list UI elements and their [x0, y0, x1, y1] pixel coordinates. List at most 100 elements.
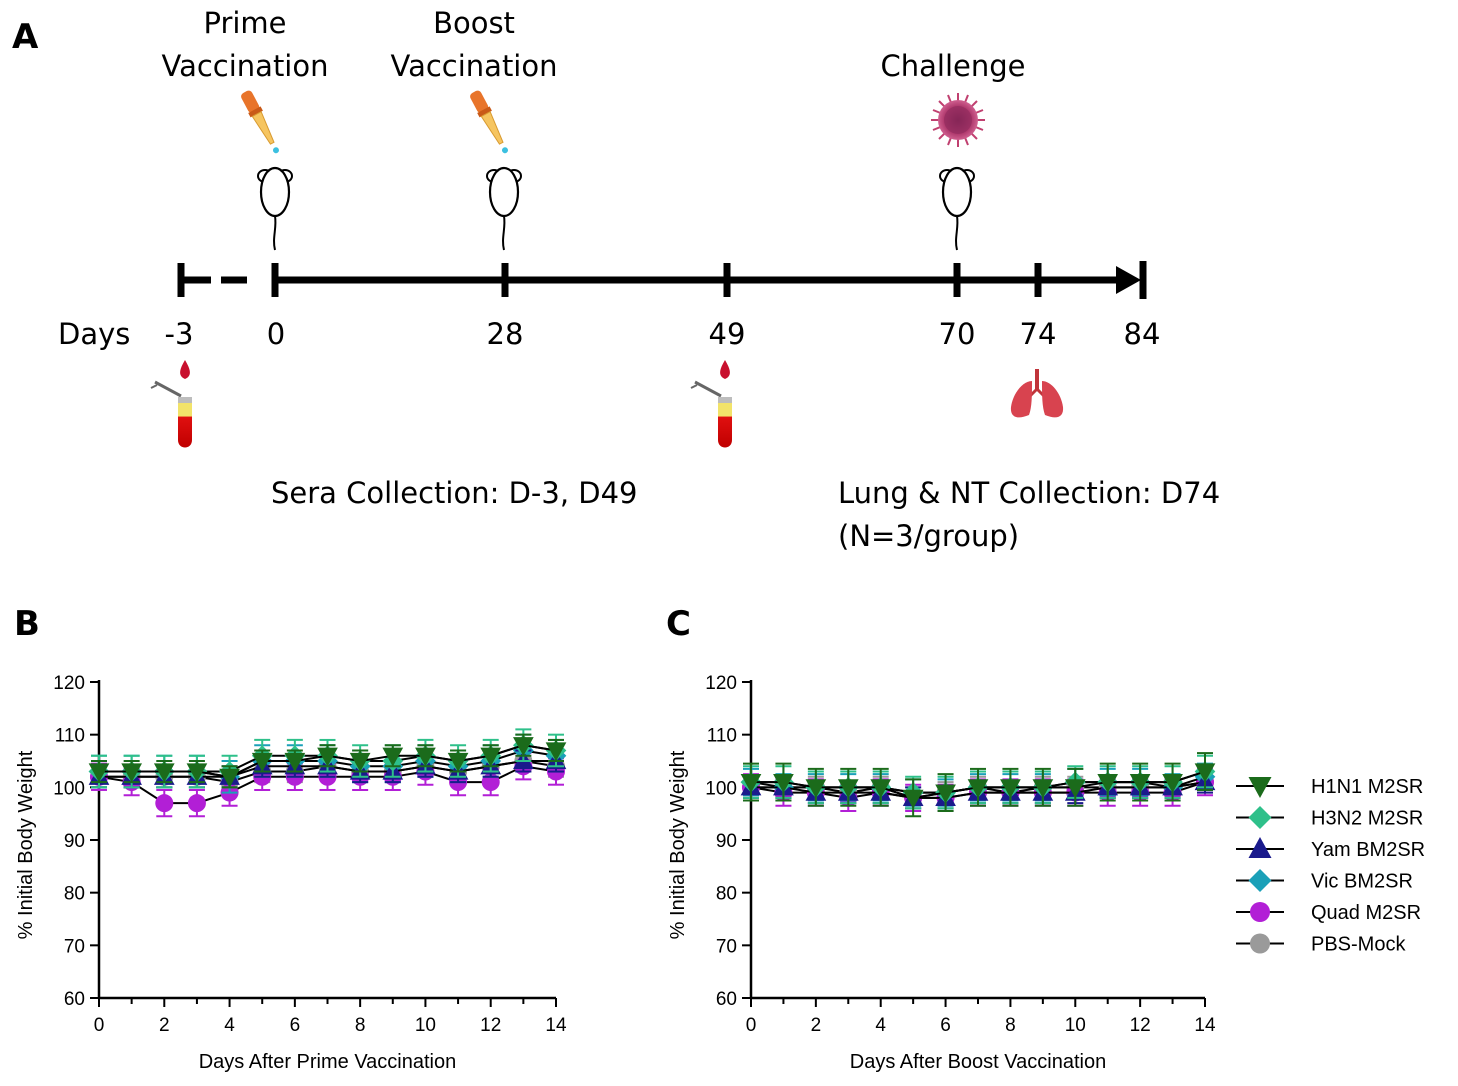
legend: H1N1 M2SR H3N2 M2SR Yam BM2SR Vic BM2SR Quad…: [1236, 776, 1425, 956]
lungs-icon: [1010, 369, 1064, 418]
x-tick-label: 10: [1065, 1015, 1086, 1036]
y-tick-label: 70: [716, 936, 737, 957]
legend-marker: [1248, 806, 1272, 829]
lung-collection-note: Lung & NT Collection: D74: [838, 476, 1220, 510]
data-point: [88, 763, 110, 783]
y-axis-label: % Initial Body Weight: [667, 750, 689, 939]
data-point: [773, 773, 794, 793]
virus-icon: [931, 93, 985, 147]
y-axis-label: % Initial Body Weight: [15, 750, 37, 939]
day-tick-label: 74: [1020, 317, 1057, 351]
blood-tube-icon: [150, 360, 192, 448]
x-tick-label: 4: [875, 1015, 886, 1036]
x-axis-label: Days After Prime Vaccination: [199, 1051, 457, 1073]
day-tick-label: 70: [939, 317, 976, 351]
legend-label: PBS-Mock: [1311, 934, 1406, 956]
chart-panel-b: 60 70 80 90 100 110 120 0 2 4 6 8 10 12 14 Days After P…: [15, 673, 567, 1073]
legend-marker: [1250, 902, 1270, 922]
lung-collection-group-size: (N=3/group): [838, 519, 1019, 553]
chart-panel-c: 60 70 80 90 100 110 120 0 2 4 6 8 10 12 14 Days After B…: [667, 673, 1216, 1073]
mouse-icon: [939, 166, 975, 251]
series-h1n1: [88, 733, 567, 789]
data-point: [1000, 779, 1021, 799]
legend-marker: [1248, 869, 1272, 892]
timeline-arrowhead: [1116, 266, 1141, 294]
data-point: [251, 752, 273, 772]
panel-b-letter: B: [14, 604, 40, 644]
panel-a: A Prime Vaccination Boost Vaccination Ch…: [12, 6, 1220, 553]
legend-marker: [1248, 777, 1272, 798]
y-tick-label: 70: [64, 936, 85, 957]
legend-item-h1n1: H1N1 M2SR: [1236, 776, 1423, 798]
y-tick-label: 120: [705, 673, 737, 694]
legend-item-vic: Vic BM2SR: [1236, 869, 1413, 893]
data-point: [805, 779, 827, 799]
blood-tube-icon: [690, 360, 732, 448]
x-tick-label: 0: [746, 1015, 757, 1036]
boost-label-line2: Vaccination: [390, 49, 557, 83]
data-point: [447, 752, 469, 772]
data-point: [1129, 773, 1151, 793]
y-tick-label: 90: [64, 831, 85, 852]
legend-label: Vic BM2SR: [1311, 871, 1413, 893]
y-tick-label: 80: [716, 884, 737, 905]
panel-a-letter: A: [12, 17, 39, 57]
legend-label: Quad M2SR: [1311, 902, 1421, 924]
x-tick-label: 14: [1194, 1015, 1216, 1036]
y-tick-label: 100: [705, 778, 737, 799]
dropper-icon: [241, 90, 279, 154]
data-point: [186, 763, 208, 783]
y-tick-label: 60: [716, 989, 737, 1010]
day-tick-label: -3: [165, 317, 194, 351]
x-tick-label: 14: [545, 1015, 567, 1036]
y-tick-label: 100: [53, 778, 85, 799]
data-point: [1097, 773, 1119, 793]
y-tick-label: 120: [53, 673, 85, 694]
legend-marker: [1248, 837, 1272, 858]
data-point: [480, 747, 502, 767]
legend-item-mock: PBS-Mock: [1236, 933, 1406, 956]
data-point: [967, 779, 989, 799]
data-point: [415, 747, 436, 767]
timeline: [177, 261, 1147, 299]
data-point: [902, 789, 924, 809]
data-point: [545, 742, 567, 762]
mouse-icon: [486, 166, 522, 251]
x-tick-label: 2: [811, 1015, 822, 1036]
data-point: [153, 763, 175, 783]
mouse-icon: [257, 166, 293, 251]
x-tick-label: 12: [480, 1015, 501, 1036]
data-point: [1032, 779, 1054, 799]
data-point: [219, 768, 240, 788]
legend-label: H3N2 M2SR: [1311, 808, 1423, 830]
y-tick-label: 80: [64, 884, 85, 905]
x-tick-label: 6: [940, 1015, 951, 1036]
sera-collection-note: Sera Collection: D-3, D49: [271, 476, 638, 510]
legend-item-h3n2: H3N2 M2SR: [1236, 806, 1423, 830]
data-point: [382, 747, 404, 767]
data-point: [121, 763, 142, 783]
data-point: [1162, 773, 1183, 793]
dropper-icon: [470, 90, 508, 154]
x-tick-label: 8: [355, 1015, 366, 1036]
day-tick-label: 0: [267, 317, 285, 351]
x-tick-label: 8: [1005, 1015, 1016, 1036]
x-tick-label: 2: [159, 1015, 170, 1036]
day-tick-label: 49: [709, 317, 746, 351]
legend-item-yam: Yam BM2SR: [1236, 837, 1425, 861]
legend-label: H1N1 M2SR: [1311, 776, 1423, 798]
legend-marker: [1250, 933, 1270, 954]
y-tick-label: 110: [707, 726, 737, 747]
data-point: [317, 747, 338, 767]
data-point: [935, 784, 956, 804]
y-tick-label: 90: [716, 831, 737, 852]
legend-label: Yam BM2SR: [1311, 839, 1425, 861]
data-point: [349, 752, 371, 772]
data-point: [187, 794, 206, 813]
series-h1n1: [740, 752, 1216, 818]
prime-label-line2: Vaccination: [161, 49, 328, 83]
data-point: [155, 794, 174, 813]
data-point: [870, 779, 892, 799]
day-tick-label: 84: [1124, 317, 1161, 351]
